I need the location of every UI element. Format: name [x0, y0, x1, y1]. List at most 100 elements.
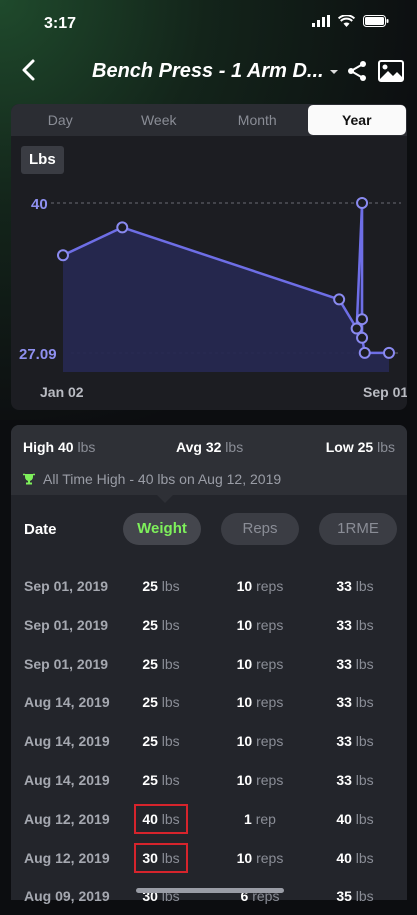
chart-point[interactable]	[116, 221, 129, 234]
history-row[interactable]: Aug 09, 2019 30 lbs 6 reps 35 lbs	[11, 877, 407, 915]
history-row[interactable]: Aug 12, 2019 40 lbs 1 rep 40 lbs	[11, 800, 407, 838]
tab-year[interactable]: Year	[307, 105, 406, 135]
row-reps-unit: reps	[256, 772, 284, 788]
stat-avg-label: Avg	[176, 439, 202, 455]
stat-avg: Avg 32 lbs	[176, 439, 243, 455]
row-weight-unit: lbs	[161, 810, 180, 827]
back-button[interactable]	[16, 56, 44, 84]
history-row[interactable]: Aug 14, 2019 25 lbs 10 reps 33 lbs	[11, 722, 407, 760]
row-reps-value: 10	[236, 578, 253, 594]
row-date: Aug 14, 2019	[24, 772, 110, 788]
row-weight-unit: lbs	[161, 772, 180, 788]
row-1rme-value: 33	[336, 694, 352, 711]
row-weight-unit: lbs	[161, 849, 180, 866]
history-row[interactable]: Sep 01, 2019 25 lbs 10 reps 33 lbs	[11, 567, 407, 605]
row-1rme-value: 40	[336, 810, 352, 827]
chart-card: Day Week Month Year 40 27.09 Jan 02 Sep 01 …	[11, 104, 407, 410]
stat-low-label: Low	[325, 439, 354, 455]
row-weight-box: 25 lbs	[142, 733, 179, 749]
row-weight: 25 lbs	[131, 722, 191, 760]
range-tabs: Day Week Month Year	[11, 104, 407, 136]
row-reps-unit: reps	[256, 849, 284, 866]
chart-area	[63, 203, 389, 372]
row-1rme-unit: lbs	[355, 578, 374, 594]
history-row[interactable]: Aug 14, 2019 25 lbs 10 reps 33 lbs	[11, 683, 407, 721]
image-icon[interactable]	[378, 60, 404, 82]
stat-high-value: 40	[58, 439, 74, 455]
chart-point[interactable]	[383, 346, 395, 359]
row-1rme: 33 lbs	[325, 683, 385, 721]
row-weight-box: 25 lbs	[142, 694, 179, 710]
history-card: High 40 lbs Avg 32 lbs Low 25 lbs All Ti…	[11, 425, 407, 904]
sort-weight-button[interactable]: Weight	[123, 513, 201, 545]
row-reps: 10 reps	[225, 606, 295, 644]
row-1rme-unit: lbs	[355, 849, 374, 866]
share-icon[interactable]	[346, 60, 368, 82]
row-weight: 40 lbs	[131, 800, 191, 838]
row-1rme-unit: lbs	[355, 694, 374, 711]
row-reps-value: 10	[236, 694, 253, 711]
history-row[interactable]: Sep 01, 2019 25 lbs 10 reps 33 lbs	[11, 606, 407, 644]
sort-1rme-button[interactable]: 1RME	[319, 513, 397, 545]
chart-point[interactable]	[57, 249, 69, 262]
row-weight-unit: lbs	[161, 616, 180, 633]
row-weight-unit: lbs	[161, 733, 180, 750]
row-weight-value: 25	[142, 733, 158, 750]
stats-summary: High 40 lbs Avg 32 lbs Low 25 lbs All Ti…	[11, 425, 407, 495]
row-weight: 30 lbs	[131, 839, 191, 877]
stat-avg-unit: lbs	[225, 439, 244, 455]
row-weight: 25 lbs	[131, 645, 191, 683]
tab-week[interactable]: Week	[140, 112, 177, 128]
y-min-label: 27.09	[19, 346, 57, 363]
row-weight: 30 lbs	[131, 877, 191, 915]
row-1rme-value: 35	[336, 888, 352, 905]
chart-point[interactable]	[333, 293, 346, 306]
y-max-label: 40	[31, 196, 48, 213]
history-row[interactable]: Aug 12, 2019 30 lbs 10 reps 40 lbs	[11, 839, 407, 877]
row-1rme-value: 33	[336, 655, 352, 672]
all-time-high: All Time High - 40 lbs on Aug 12, 2019	[23, 471, 281, 487]
row-1rme-unit: lbs	[355, 655, 374, 672]
row-weight-unit: lbs	[161, 655, 180, 672]
row-1rme: 33 lbs	[325, 567, 385, 605]
history-row[interactable]: Aug 14, 2019 25 lbs 10 reps 33 lbs	[11, 761, 407, 799]
row-date: Aug 09, 2019	[24, 888, 110, 905]
chart-point[interactable]	[356, 313, 369, 326]
chevron-down-icon[interactable]	[328, 66, 340, 78]
row-1rme: 40 lbs	[325, 839, 385, 877]
row-1rme: 35 lbs	[325, 877, 385, 915]
row-reps-value: 10	[236, 616, 253, 633]
row-weight-value: 25	[142, 616, 158, 633]
row-1rme: 33 lbs	[325, 761, 385, 799]
home-indicator	[136, 888, 284, 893]
battery-icon	[363, 15, 389, 27]
chart-point[interactable]	[356, 197, 369, 209]
stat-low: Low 25 lbs	[326, 439, 395, 455]
history-row[interactable]: Sep 01, 2019 25 lbs 10 reps 33 lbs	[11, 645, 407, 683]
tab-day[interactable]: Day	[47, 112, 73, 128]
stat-low-value: 25	[357, 439, 374, 455]
row-reps: 1 rep	[225, 800, 295, 838]
row-reps: 10 reps	[225, 722, 295, 760]
chart-point[interactable]	[356, 331, 369, 344]
x-start-label: Jan 02	[40, 384, 84, 400]
stat-high: High 40 lbs	[23, 439, 95, 455]
row-1rme-value: 40	[336, 849, 352, 866]
chart-point[interactable]	[358, 346, 371, 359]
chart-point[interactable]	[350, 322, 363, 335]
row-weight: 25 lbs	[131, 567, 191, 605]
row-reps-unit: reps	[256, 616, 284, 633]
row-reps-value: 1	[244, 810, 252, 827]
exercise-title[interactable]: Bench Press - 1 Arm D...	[92, 60, 328, 83]
row-reps-unit: reps	[256, 578, 284, 594]
row-weight-box: 40 lbs	[134, 803, 188, 834]
row-weight-value: 25	[142, 655, 158, 672]
row-weight: 25 lbs	[131, 761, 191, 799]
trophy-icon	[23, 473, 35, 485]
row-reps-value: 10	[236, 655, 253, 672]
all-time-high-text: All Time High - 40 lbs on Aug 12, 2019	[43, 471, 282, 487]
row-reps-value: 10	[236, 733, 253, 750]
tab-month[interactable]: Month	[237, 112, 277, 128]
sort-reps-button[interactable]: Reps	[221, 513, 299, 545]
row-1rme-value: 33	[336, 772, 352, 788]
